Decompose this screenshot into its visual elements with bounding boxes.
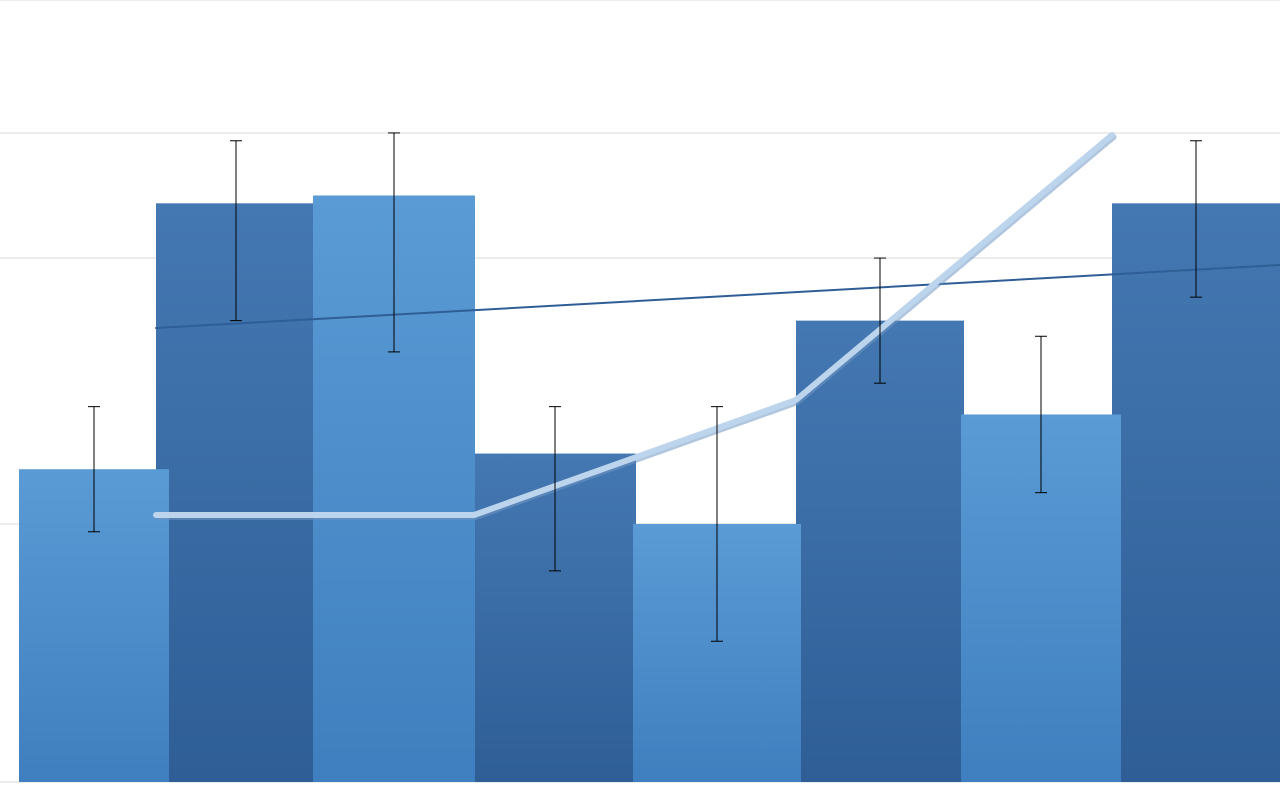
combo-bar-line-chart [0,0,1280,785]
chart-canvas [0,0,1280,785]
bar-back-2 [796,321,964,782]
